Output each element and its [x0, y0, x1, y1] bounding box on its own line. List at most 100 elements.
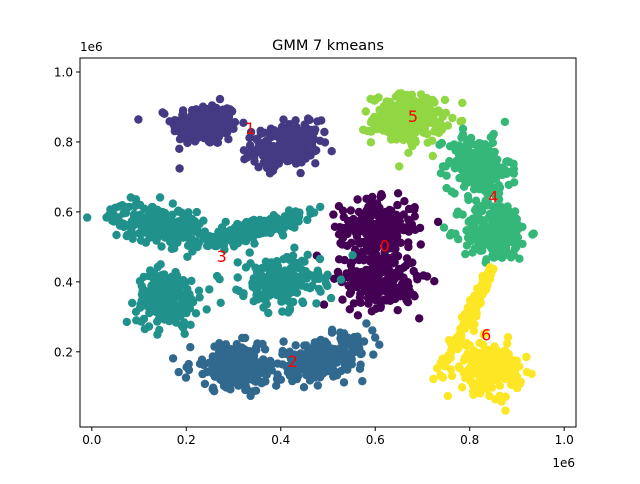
scatter-point	[394, 108, 403, 117]
scatter-point	[140, 295, 150, 305]
scatter-point	[365, 231, 374, 240]
scatter-point	[332, 345, 341, 354]
scatter-point	[518, 222, 527, 232]
scatter-point	[393, 251, 403, 261]
plot-frame	[79, 57, 577, 428]
scatter-point	[179, 319, 189, 328]
scatter-point	[522, 368, 532, 377]
scatter-point	[394, 89, 404, 98]
scatter-point	[404, 148, 413, 157]
scatter-point	[310, 362, 320, 372]
scatter-point	[429, 374, 438, 384]
scatter-point	[439, 223, 449, 232]
scatter-point	[410, 292, 419, 301]
scatter-point	[480, 374, 489, 383]
scatter-point	[466, 309, 476, 319]
scatter-point	[118, 201, 127, 210]
scatter-point	[288, 376, 297, 386]
scatter-point	[340, 357, 349, 366]
scatter-point	[168, 354, 178, 363]
scatter-point	[227, 372, 236, 382]
scatter-point	[475, 299, 484, 309]
scatter-point	[347, 222, 356, 231]
scatter-point	[277, 282, 286, 292]
scatter-point	[222, 383, 231, 392]
scatter-point	[260, 128, 269, 137]
scatter-point	[317, 116, 326, 125]
scatter-point	[463, 192, 473, 201]
scatter-point	[428, 151, 437, 161]
scatter-point	[274, 159, 283, 168]
scatter-point	[245, 248, 254, 257]
scatter-point	[485, 170, 494, 179]
scatter-point	[285, 347, 294, 356]
scatter-point	[358, 377, 367, 386]
scatter-point	[183, 252, 192, 261]
scatter-point	[124, 202, 134, 212]
scatter-point	[385, 227, 394, 236]
scatter-point	[427, 118, 436, 128]
scatter-point	[404, 204, 414, 214]
scatter-point	[411, 136, 420, 145]
scatter-point	[368, 246, 378, 255]
scatter-point	[513, 383, 522, 393]
scatter-point	[347, 266, 356, 275]
scatter-point	[139, 314, 149, 324]
scatter-point	[167, 234, 176, 243]
scatter-point	[215, 275, 224, 284]
scatter-point	[300, 341, 309, 350]
scatter-point	[511, 373, 520, 382]
scatter-point	[485, 391, 494, 401]
scatter-point	[503, 339, 512, 348]
scatter-point	[393, 189, 403, 198]
scatter-point	[126, 221, 136, 231]
cluster-label: 1	[245, 119, 255, 138]
scatter-point	[132, 316, 141, 325]
scatter-point	[235, 228, 244, 238]
scatter-point	[181, 125, 191, 134]
scatter-point	[232, 285, 241, 294]
scatter-point	[500, 209, 509, 218]
scatter-point	[440, 361, 449, 370]
scatter-point	[371, 262, 380, 272]
scatter-point	[490, 147, 499, 157]
scatter-point	[128, 298, 137, 308]
scatter-point	[399, 263, 408, 272]
scatter-point	[371, 333, 380, 342]
scatter-point	[444, 159, 454, 168]
scatter-point	[458, 210, 467, 219]
scatter-point	[229, 124, 238, 133]
scatter-point	[436, 169, 446, 178]
scatter-point	[423, 138, 432, 147]
scatter-point	[319, 360, 328, 369]
scatter-point	[311, 159, 320, 168]
scatter-point	[466, 150, 475, 159]
scatter-point	[215, 94, 225, 104]
y-tick-label: 0.2	[54, 345, 73, 359]
scatter-point	[253, 339, 262, 348]
scatter-point	[366, 198, 376, 207]
scatter-point	[345, 289, 354, 298]
scatter-point	[370, 96, 379, 105]
scatter-point	[305, 115, 314, 125]
scatter-point	[377, 190, 386, 199]
scatter-point	[285, 122, 294, 131]
scatter-point	[375, 106, 385, 116]
scatter-point	[177, 116, 187, 126]
scatter-point	[274, 220, 283, 229]
scatter-point	[403, 281, 412, 290]
scatter-point	[217, 223, 227, 232]
scatter-point	[501, 369, 510, 378]
scatter-point	[462, 241, 472, 250]
scatter-point	[438, 373, 448, 382]
x-tick-label: 1.0	[555, 433, 574, 447]
scatter-point	[346, 349, 355, 358]
cluster-label: 5	[408, 107, 418, 126]
scatter-point	[294, 259, 303, 268]
scatter-point	[259, 221, 268, 231]
scatter-point	[181, 373, 191, 382]
scatter-point	[251, 386, 261, 395]
scatter-point	[377, 227, 386, 236]
scatter-point	[368, 326, 377, 335]
scatter-point	[501, 392, 510, 401]
